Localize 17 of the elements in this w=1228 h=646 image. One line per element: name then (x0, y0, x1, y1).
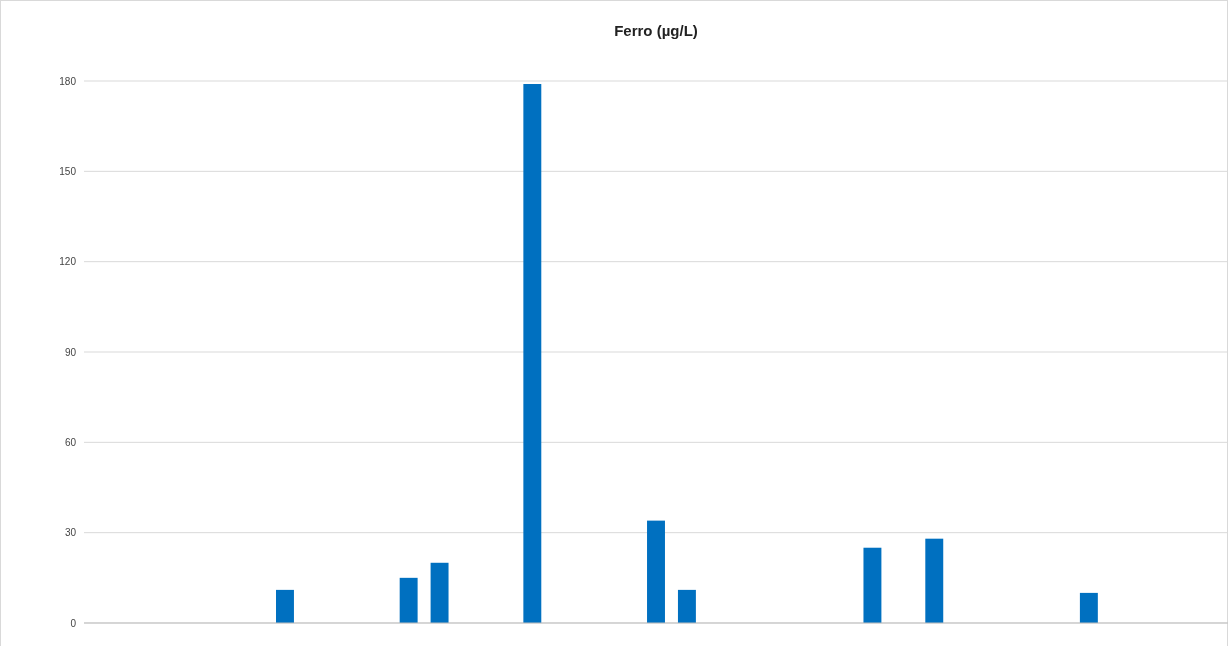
y-tick-label: 60 (64, 436, 77, 448)
y-tick-label: 90 (64, 346, 77, 358)
bar (925, 538, 944, 623)
bar (1079, 592, 1098, 623)
y-tick-label: 120 (59, 256, 77, 268)
bar (523, 84, 542, 623)
y-tick-label: 0 (70, 617, 77, 629)
bar (399, 577, 418, 623)
bar (430, 562, 449, 623)
bar (863, 547, 882, 623)
y-tick-label: 180 (59, 75, 77, 87)
y-tick-label: 150 (59, 165, 77, 177)
bar (647, 520, 665, 623)
chart-title: Ferro (µg/L) (614, 22, 698, 39)
bar (276, 589, 294, 623)
y-tick-label: 30 (64, 527, 77, 539)
bar (677, 589, 696, 623)
